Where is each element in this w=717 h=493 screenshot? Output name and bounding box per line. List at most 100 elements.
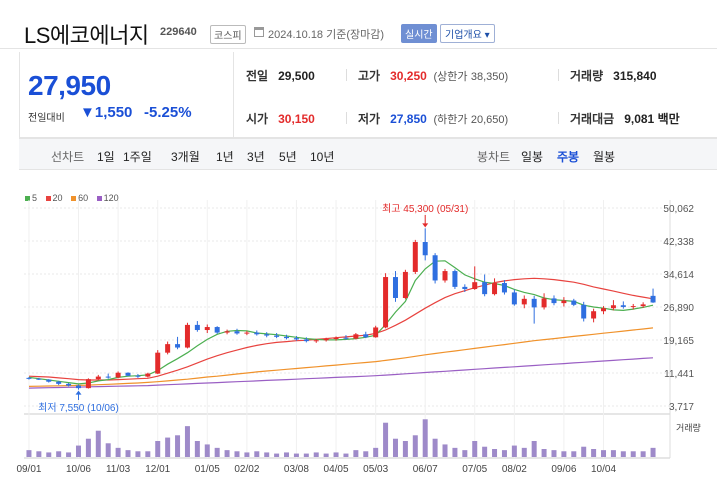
- period-3m[interactable]: 3개월: [171, 150, 200, 164]
- volume-bar: [630, 451, 636, 457]
- candle-body: [75, 385, 81, 389]
- volume-bar: [254, 451, 260, 457]
- x-tick-label: 01/05: [195, 464, 220, 475]
- candlestick-chart[interactable]: 50,062 42,338 34,614 26,890 19,165 11,441 3,71…: [0, 190, 717, 493]
- volume-label: 거래량: [676, 422, 701, 433]
- volume-bar: [313, 452, 319, 457]
- stat-low: 저가 27,850 (하한가 20,650): [358, 110, 508, 127]
- candle-body: [145, 373, 151, 377]
- volume-bar: [462, 450, 468, 457]
- candle-body: [204, 327, 210, 331]
- max-arrow: [422, 223, 429, 228]
- volume-bar: [452, 447, 458, 457]
- volume-bar: [343, 453, 349, 457]
- volume-bar: [501, 450, 507, 457]
- volume-bar: [293, 453, 299, 457]
- volume-bar: [194, 441, 200, 457]
- period-1w[interactable]: 1주일: [123, 150, 152, 164]
- candle-body: [254, 332, 260, 335]
- volume-bar: [56, 451, 62, 457]
- candle-body: [630, 306, 636, 308]
- period-1d[interactable]: 1일: [97, 150, 115, 164]
- volume-bar: [482, 446, 488, 457]
- y-tick-label: 11,441: [664, 369, 694, 380]
- candle-body: [511, 292, 517, 305]
- volume-bar: [184, 426, 190, 457]
- period-5y[interactable]: 5년: [279, 150, 297, 164]
- candle-body: [422, 242, 428, 256]
- divider: [346, 69, 347, 81]
- volume-bar: [561, 451, 567, 457]
- candle-weekly[interactable]: 주봉: [557, 150, 580, 164]
- candle-body: [323, 338, 329, 341]
- volume-bar: [412, 435, 418, 457]
- candle-chart-label: 봉차트: [477, 150, 511, 164]
- candle-body: [26, 377, 32, 379]
- candle-body: [383, 277, 389, 328]
- volume-bar: [442, 444, 448, 457]
- x-tick-label: 04/05: [324, 464, 349, 475]
- candle-body: [214, 327, 220, 333]
- volume-bar: [145, 451, 151, 457]
- volume-bar: [244, 452, 250, 457]
- line-chart-label: 선차트: [51, 150, 85, 164]
- stat-prev-close: 전일 29,500: [246, 67, 315, 84]
- stat-label: 거래량: [570, 69, 604, 83]
- volume-bar: [392, 438, 398, 457]
- candle-body: [234, 331, 240, 334]
- volume-bar: [492, 449, 498, 457]
- ma5-line: [28, 260, 654, 385]
- divider: [558, 69, 559, 81]
- volume-bar: [95, 430, 101, 457]
- candle-body: [343, 337, 349, 339]
- stat-high: 고가 30,250 (상한가 38,350): [358, 67, 508, 84]
- candle-monthly[interactable]: 월봉: [593, 150, 616, 164]
- candle-body: [591, 311, 597, 319]
- volume-bar: [373, 447, 379, 457]
- volume-bar: [75, 445, 81, 457]
- volume-bar: [66, 452, 72, 457]
- candle-body: [601, 308, 607, 312]
- period-3y[interactable]: 3년: [247, 150, 265, 164]
- candle-daily[interactable]: 일봉: [521, 150, 544, 164]
- price-change: ▼1,550: [80, 104, 133, 121]
- current-price: 27,950: [28, 70, 111, 101]
- candle-body: [492, 283, 498, 295]
- x-tick-label: 09/01: [16, 464, 41, 475]
- stat-value: 30,150: [278, 112, 315, 126]
- company-overview-dropdown[interactable]: 기업개요 ▾: [440, 24, 495, 43]
- candle-body: [264, 334, 270, 336]
- candle-body: [105, 376, 111, 378]
- volume-bar: [264, 452, 270, 457]
- volume-bar: [165, 437, 171, 457]
- period-10y[interactable]: 10년: [310, 150, 335, 164]
- stat-value: 30,250: [390, 69, 427, 83]
- volume-bar: [601, 450, 607, 457]
- x-tick-label: 07/05: [462, 464, 487, 475]
- candle-body: [333, 337, 339, 339]
- volume-bar: [234, 451, 240, 457]
- stat-trade-amount: 거래대금 9,081 백만: [570, 110, 680, 127]
- volume-bar: [303, 453, 309, 457]
- candle-body: [501, 283, 507, 293]
- volume-bar: [353, 450, 359, 457]
- ma60-line: [28, 327, 654, 387]
- period-1y[interactable]: 1년: [216, 150, 234, 164]
- candle-body: [412, 242, 418, 272]
- candle-body: [293, 338, 299, 340]
- realtime-button[interactable]: 실시간: [401, 24, 437, 43]
- stat-label: 고가: [358, 69, 381, 83]
- candle-body: [85, 379, 91, 389]
- candle-body: [442, 271, 448, 281]
- stat-sub-label: (상한가: [433, 71, 468, 83]
- stat-value: 29,500: [278, 69, 315, 83]
- volume-bar: [383, 422, 389, 457]
- divider: [558, 112, 559, 124]
- volume-bar: [591, 449, 597, 457]
- x-tick-label: 08/02: [502, 464, 527, 475]
- stat-open: 시가 30,150: [246, 110, 315, 127]
- stat-label: 거래대금: [570, 112, 615, 126]
- candle-body: [402, 271, 408, 298]
- stock-header: LS에코에너지 229640 코스피 2024.10.18 기준(장마감) 실시…: [0, 0, 717, 49]
- volume-bar: [511, 445, 517, 457]
